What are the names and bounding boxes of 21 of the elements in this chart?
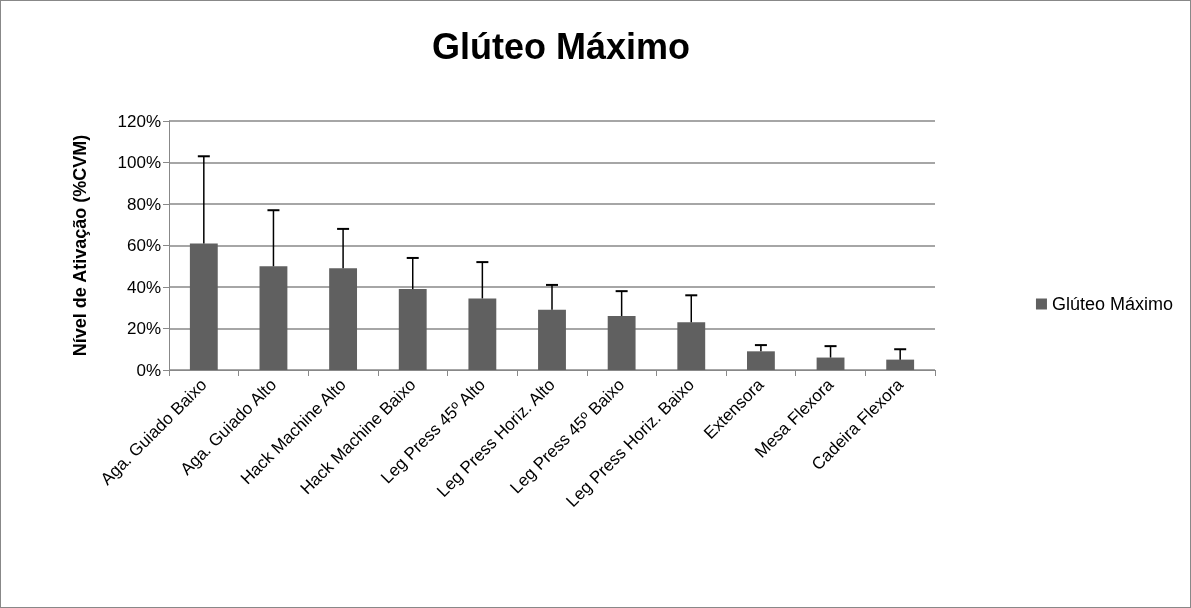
bar <box>189 243 218 370</box>
bar <box>538 309 566 370</box>
bar <box>746 351 775 370</box>
y-tick-label: 80% <box>126 194 161 214</box>
legend-label: Glúteo Máximo <box>1051 294 1173 314</box>
y-tick-label: 120% <box>117 111 161 131</box>
bar <box>329 268 358 370</box>
y-tick-label: 60% <box>126 236 161 255</box>
y-axis-title: Nível de Ativação (%CVM) <box>70 134 90 357</box>
bar <box>886 359 915 370</box>
y-tick-label: 0% <box>136 360 161 380</box>
bar <box>468 298 497 370</box>
bar <box>398 289 427 370</box>
chart-title: Glúteo Máximo <box>431 25 691 67</box>
y-tick-label: 100% <box>117 153 161 172</box>
bar <box>677 322 706 370</box>
y-tick-label: 40% <box>126 277 161 297</box>
bar <box>259 266 288 370</box>
bar <box>816 357 845 370</box>
y-tick-label: 20% <box>126 319 161 338</box>
bar <box>607 316 636 370</box>
